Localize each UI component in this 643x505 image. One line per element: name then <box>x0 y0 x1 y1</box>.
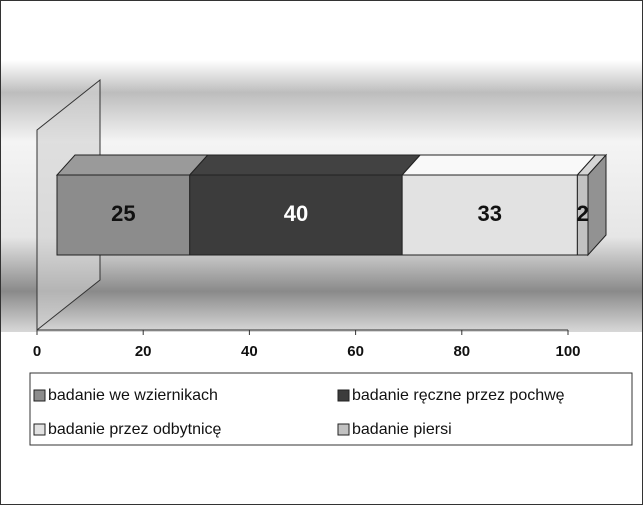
x-tick-label: 0 <box>33 343 41 360</box>
x-tick-label: 20 <box>135 343 152 360</box>
data-label: 33 <box>478 201 502 226</box>
legend-swatch <box>337 423 350 436</box>
data-label: 2 <box>577 201 589 226</box>
legend-label: badanie piersi <box>352 421 452 438</box>
legend-swatch <box>337 389 350 402</box>
legend-swatch <box>33 423 46 436</box>
legend-label: badanie ręczne przez pochwę <box>352 387 565 404</box>
bar-end <box>587 153 607 257</box>
x-tick-label: 100 <box>555 343 580 360</box>
bar-top <box>401 154 597 176</box>
data-label: 25 <box>111 201 135 226</box>
legend-label: badanie przez odbytnicę <box>48 421 222 438</box>
bar <box>189 174 403 256</box>
x-tick-label: 60 <box>347 343 364 360</box>
x-tick-label: 80 <box>453 343 470 360</box>
legend-label: badanie we wziernikach <box>48 387 218 404</box>
data-label: 40 <box>284 201 308 226</box>
bar <box>56 174 191 256</box>
bar-top <box>55 154 209 176</box>
bar <box>401 174 578 256</box>
x-tick-label: 40 <box>241 343 258 360</box>
legend <box>29 372 633 446</box>
bar-top <box>188 154 422 176</box>
legend-swatch <box>33 389 46 402</box>
